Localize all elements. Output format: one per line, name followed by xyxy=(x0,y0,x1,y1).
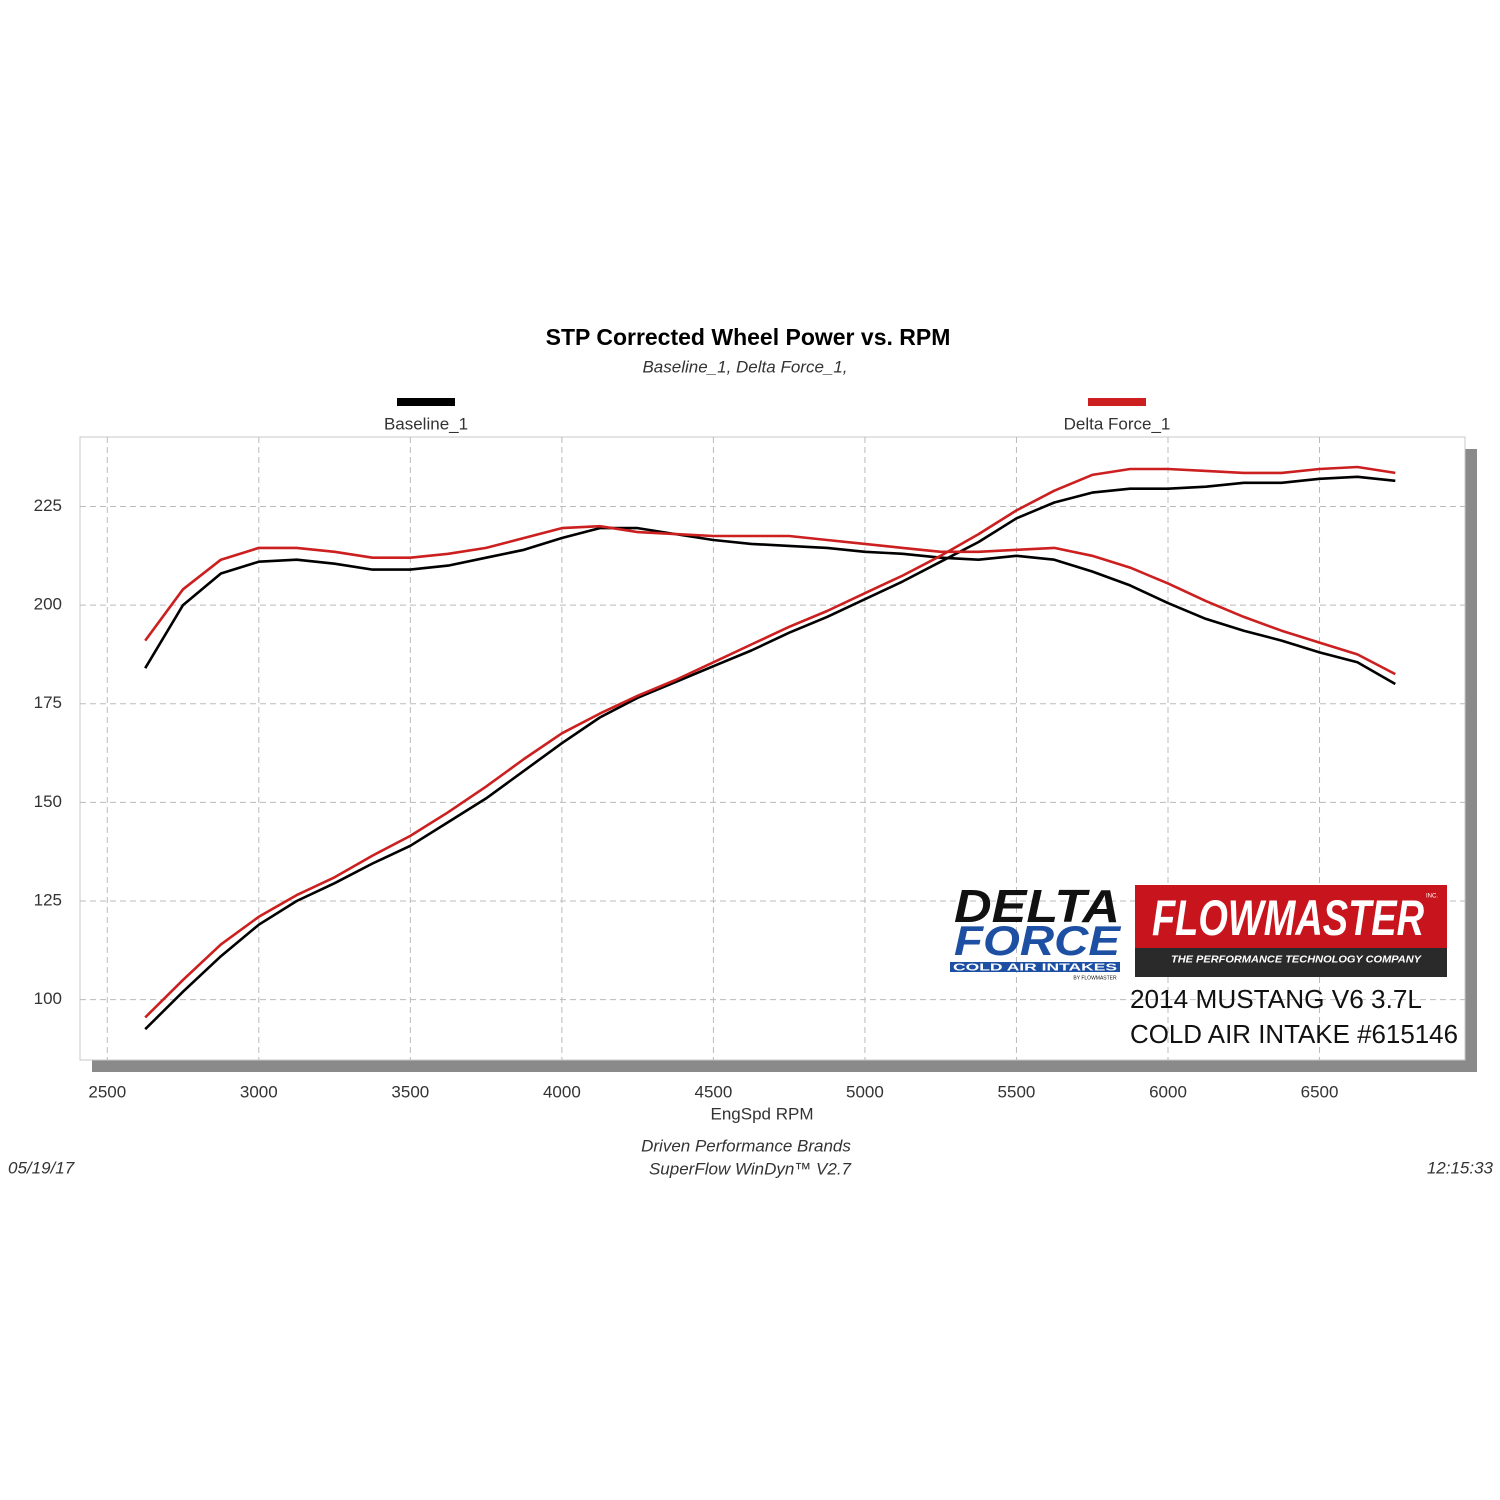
series-line xyxy=(144,526,1396,686)
y-tick-label: 175 xyxy=(34,693,62,712)
footer-line: SuperFlow WinDyn™ V2.7 xyxy=(649,1159,852,1178)
y-tick-label: 100 xyxy=(34,989,62,1008)
x-tick-label: 3000 xyxy=(240,1082,278,1101)
legend-label: Baseline_1 xyxy=(384,414,468,433)
y-tick-label: 125 xyxy=(34,890,62,909)
logo-text: FORCE xyxy=(954,917,1122,964)
x-tick-label: 5000 xyxy=(846,1082,884,1101)
series-line xyxy=(144,465,1396,1019)
footer-date: 05/19/17 xyxy=(8,1158,75,1177)
y-tick-label: 200 xyxy=(34,595,62,614)
series-line xyxy=(144,475,1396,1031)
logo-band xyxy=(950,962,1120,972)
x-tick-label: 4500 xyxy=(694,1082,732,1101)
logo-text: BY FLOWMASTER xyxy=(1073,975,1117,981)
x-tick-label: 6000 xyxy=(1149,1082,1187,1101)
footer-line: Driven Performance Brands xyxy=(641,1136,851,1155)
annotation: 2014 MUSTANG V6 3.7L xyxy=(1130,984,1422,1014)
chart-subtitle: Baseline_1, Delta Force_1, xyxy=(642,357,847,376)
logo-text: THE PERFORMANCE TECHNOLOGY COMPANY xyxy=(1171,955,1422,966)
legend-label: Delta Force_1 xyxy=(1064,414,1171,433)
series-line xyxy=(144,524,1396,676)
x-tick-label: 5500 xyxy=(998,1082,1036,1101)
footer-time: 12:15:33 xyxy=(1427,1158,1494,1177)
annotation: COLD AIR INTAKE #615146 xyxy=(1130,1019,1458,1049)
logo-text: INC. xyxy=(1426,894,1438,900)
logo-band xyxy=(1135,948,1447,977)
x-tick-label: 3500 xyxy=(391,1082,429,1101)
x-tick-label: 6500 xyxy=(1301,1082,1339,1101)
chart-title: STP Corrected Wheel Power vs. RPM xyxy=(546,324,951,350)
grid xyxy=(80,437,1465,1060)
x-tick-label: 2500 xyxy=(88,1082,126,1101)
x-axis-label: EngSpd RPM xyxy=(711,1104,814,1123)
y-tick-label: 225 xyxy=(34,496,62,515)
delta-force-logo: DELTA FORCE COLD AIR INTAKES BY FLOWMAST… xyxy=(950,880,1122,981)
x-tick-label: 4000 xyxy=(543,1082,581,1101)
logo-text: COLD AIR INTAKES xyxy=(953,963,1118,974)
y-tick-label: 150 xyxy=(34,792,62,811)
legend-swatch xyxy=(397,398,455,406)
flowmaster-logo: FLOWMASTER INC. THE PERFORMANCE TECHNOLO… xyxy=(1135,885,1447,977)
logo-text: DELTA xyxy=(954,880,1120,932)
legend-swatch xyxy=(1088,398,1146,406)
logo-text: FLOWMASTER xyxy=(1152,890,1424,946)
